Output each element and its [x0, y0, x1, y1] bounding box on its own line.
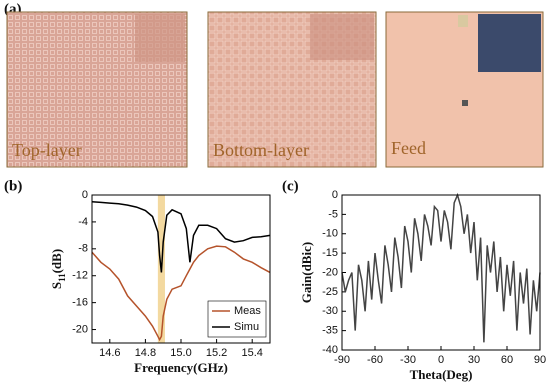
y-tick-label: -40 [322, 344, 338, 356]
y-axis-title: Gain(dBic) [299, 242, 314, 303]
x-tick-label: -90 [334, 354, 350, 366]
panel-label: (c) [282, 178, 299, 194]
x-tick-label: 14.8 [135, 347, 156, 359]
x-axis-title: Theta(Deg) [410, 367, 473, 382]
legend-label: Meas [234, 305, 261, 317]
plot-frame [91, 194, 271, 344]
x-tick-label: -60 [367, 354, 383, 366]
y-tick-label: -16 [72, 297, 88, 309]
y-tick-label: -4 [78, 216, 88, 228]
plot-frame [341, 194, 541, 351]
photo [207, 11, 377, 168]
y-axis-title-part: Gain(dBic) [299, 242, 314, 303]
legend-box [207, 300, 267, 338]
series-line [91, 200, 271, 273]
x-tick-label: -30 [400, 354, 416, 366]
x-tick-label: 15.4 [241, 347, 262, 359]
photo [6, 11, 188, 168]
y-tick-label: -20 [72, 323, 88, 335]
x-tick-label: 90 [534, 354, 546, 366]
y-tick-label: -5 [328, 208, 338, 220]
y-tick-label: -35 [322, 325, 338, 337]
y-axis-title-part: (dB) [49, 249, 64, 274]
x-tick-label: 30 [468, 354, 480, 366]
panel-label: (b) [4, 178, 22, 194]
y-axis-title-part: 11 [57, 273, 67, 282]
y-tick-label: -25 [322, 286, 338, 298]
y-tick-label: -30 [322, 305, 338, 317]
photo [385, 11, 544, 168]
x-tick-label: 0 [438, 354, 444, 366]
y-tick-label: -10 [322, 228, 338, 240]
y-tick-label: 0 [82, 189, 88, 201]
x-tick-label: 60 [501, 354, 513, 366]
series-line [341, 192, 541, 343]
y-tick-label: 0 [332, 189, 338, 201]
series-line [91, 245, 271, 342]
legend-label: Simu [234, 321, 259, 333]
y-tick-label: -8 [78, 243, 88, 255]
x-tick-label: 15.2 [206, 347, 227, 359]
y-axis-title: S11(dB) [49, 249, 67, 289]
x-tick-label: 15.0 [170, 347, 191, 359]
photo-caption: Feed [391, 138, 426, 158]
photo-caption: Top-layer [12, 140, 82, 160]
y-tick-label: -15 [322, 247, 338, 259]
y-tick-label: -12 [72, 270, 88, 282]
y-tick-label: -20 [322, 266, 338, 278]
photo-caption: Bottom-layer [213, 140, 309, 160]
x-axis-title: Frequency(GHz) [134, 360, 228, 375]
x-tick-label: 14.6 [99, 347, 120, 359]
y-axis-title-part: S [49, 282, 64, 289]
